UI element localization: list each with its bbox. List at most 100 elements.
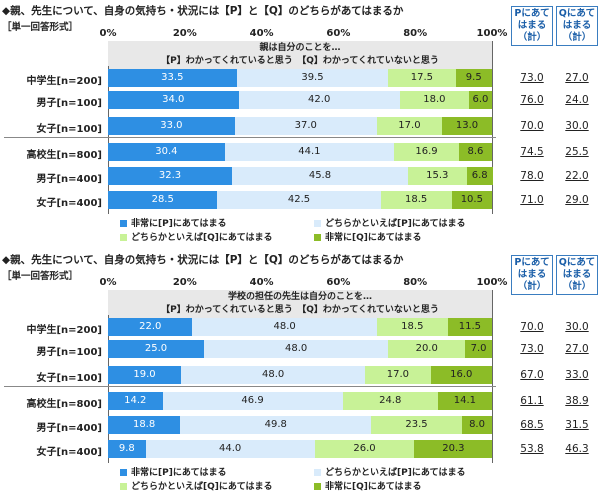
y-axis-line <box>108 315 109 463</box>
x-tick-label: 100% <box>476 277 508 288</box>
legend-label: どちらかといえば[Q]にあてはまる <box>131 482 273 492</box>
bar-annotation: 親は自分のことを… 【P】わかってくれていると思う 【Q】わかってくれていないと思… <box>108 41 492 70</box>
row-label: 男子[n=400] <box>36 174 102 185</box>
row-label: 高校生[n=800] <box>26 150 102 161</box>
p-total-value: 68.5 <box>520 419 544 431</box>
bar-segment-series-2: 17.5 <box>388 69 456 87</box>
legend-label: 非常に[P]にあてはまる <box>131 219 227 229</box>
legend-swatch <box>120 234 127 241</box>
legend-swatch <box>120 469 127 476</box>
p-total-value: 70.0 <box>520 120 544 132</box>
legend-entry: 非常に[P]にあてはまる <box>120 216 226 229</box>
p-total-value: 73.0 <box>520 72 544 84</box>
right-axis-line <box>492 290 493 463</box>
bar-segment-series-3: 9.5 <box>455 69 492 87</box>
bar-segment-series-2: 18.0 <box>399 91 469 109</box>
bar-segment-series-0: 32.3 <box>108 167 233 185</box>
bar-segment-series-0: 28.5 <box>108 191 218 209</box>
p-total-value: 71.0 <box>520 194 544 206</box>
p-total-value: 74.5 <box>520 146 544 158</box>
group-separator <box>4 137 496 138</box>
bar-annotation: 学校の担任の先生は自分のことを… 【P】わかってくれていると思う 【Q】わかってく… <box>108 290 492 319</box>
legend-label: どちらかといえば[P]にあてはまる <box>325 219 466 229</box>
summary-header-line: Qにあて <box>558 8 596 19</box>
q-total-value: 29.0 <box>565 194 589 206</box>
bar-segment-series-1: 44.0 <box>145 440 315 458</box>
q-total-value: 33.0 <box>565 369 589 381</box>
chart-title: ◆親、先生について、自身の気持ち・状況には【P】と【Q】のどちらがあてはまるか <box>2 254 404 266</box>
summary-header-line: はまる <box>562 269 592 280</box>
x-tick-label: 40% <box>249 28 274 39</box>
legend-swatch <box>120 220 127 227</box>
summary-header-line: Pにあて <box>514 257 550 268</box>
x-tick-label: 60% <box>326 28 351 39</box>
legend-entry: どちらかといえば[P]にあてはまる <box>314 216 465 229</box>
q-total-value: 22.0 <box>565 170 589 182</box>
summary-header-line: （計） <box>517 281 547 292</box>
p-total-value: 76.0 <box>520 94 544 106</box>
p-total-header: Pにあて はまる （計） <box>511 255 553 295</box>
bar-segment-series-3: 7.0 <box>465 340 492 358</box>
bar-segment-series-0: 19.0 <box>108 366 181 384</box>
annotation-line: 親は自分のことを… <box>259 43 341 53</box>
p-total-value: 78.0 <box>520 170 544 182</box>
bar-segment-series-2: 24.8 <box>342 392 438 410</box>
bar-segment-series-0: 30.4 <box>108 143 225 161</box>
bar-segment-series-2: 15.3 <box>407 167 467 185</box>
p-total-header: Pにあて はまる （計） <box>511 6 553 46</box>
chart-title: ◆親、先生について、自身の気持ち・状況には【P】と【Q】のどちらがあてはまるか <box>2 5 404 17</box>
q-total-header: Qにあて はまる （計） <box>556 255 598 295</box>
summary-header-line: （計） <box>562 281 592 292</box>
bar-segment-series-3: 6.8 <box>466 167 493 185</box>
bar-segment-series-2: 18.5 <box>376 318 448 336</box>
x-tick-label: 100% <box>476 28 508 39</box>
chart-panel-parents: ◆親、先生について、自身の気持ち・状況には【P】と【Q】のどちらがあてはまるか ［… <box>0 0 600 248</box>
summary-header-line: はまる <box>517 20 547 31</box>
bar-segment-series-0: 25.0 <box>108 340 204 358</box>
annotation-line: 【P】わかってくれていると思う 【Q】わかってくれていないと思う <box>161 305 439 315</box>
bar-segment-series-3: 13.0 <box>442 117 492 135</box>
bar-segment-series-2: 26.0 <box>314 440 415 458</box>
bar-segment-series-2: 18.5 <box>380 191 452 209</box>
row-label: 女子[n=400] <box>36 198 102 209</box>
x-tick-label: 40% <box>249 277 274 288</box>
legend-swatch <box>314 469 321 476</box>
summary-header-line: Qにあて <box>558 257 596 268</box>
q-total-value: 27.0 <box>565 343 589 355</box>
bar-segment-series-2: 23.5 <box>371 416 462 434</box>
legend-label: どちらかといえば[Q]にあてはまる <box>131 233 273 243</box>
legend-entry: どちらかといえば[P]にあてはまる <box>314 465 465 478</box>
legend-swatch <box>314 483 321 490</box>
bar-segment-series-0: 9.8 <box>108 440 146 458</box>
row-label: 高校生[n=800] <box>26 399 102 410</box>
x-tick-label: 20% <box>172 277 197 288</box>
bar-segment-series-2: 17.0 <box>365 366 431 384</box>
q-total-value: 27.0 <box>565 72 589 84</box>
summary-header-line: （計） <box>517 32 547 43</box>
chart-panel-teachers: ◆親、先生について、自身の気持ち・状況には【P】と【Q】のどちらがあてはまるか ［… <box>0 249 600 497</box>
bar-segment-series-3: 14.1 <box>437 392 492 410</box>
legend-swatch <box>120 483 127 490</box>
row-label: 男子[n=100] <box>36 347 102 358</box>
legend-label: 非常に[Q]にあてはまる <box>325 233 422 243</box>
x-tick-label: 60% <box>326 277 351 288</box>
bar-segment-series-1: 42.5 <box>217 191 381 209</box>
bar-segment-series-3: 10.5 <box>451 191 492 209</box>
bar-segment-series-2: 20.0 <box>388 340 466 358</box>
x-tick-label: 80% <box>403 277 428 288</box>
x-tick-label: 80% <box>403 28 428 39</box>
summary-header-line: （計） <box>562 32 592 43</box>
q-total-value: 30.0 <box>565 120 589 132</box>
bar-segment-series-3: 11.5 <box>447 318 492 336</box>
bar-segment-series-0: 18.8 <box>108 416 181 434</box>
bar-segment-series-0: 34.0 <box>108 91 239 109</box>
q-total-value: 38.9 <box>565 395 589 407</box>
legend-entry: 非常に[P]にあてはまる <box>120 465 226 478</box>
p-total-value: 61.1 <box>520 395 544 407</box>
bar-segment-series-1: 48.0 <box>192 318 377 336</box>
legend-swatch <box>314 220 321 227</box>
q-total-value: 25.5 <box>565 146 589 158</box>
legend-entry: 非常に[Q]にあてはまる <box>314 230 422 243</box>
q-total-header: Qにあて はまる （計） <box>556 6 598 46</box>
bar-segment-series-1: 49.8 <box>180 416 372 434</box>
